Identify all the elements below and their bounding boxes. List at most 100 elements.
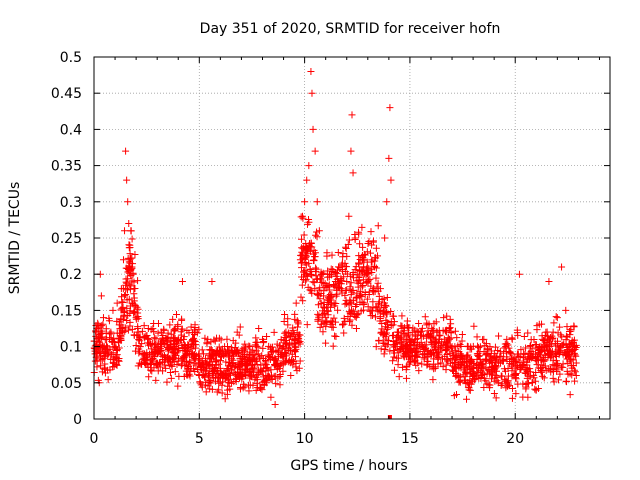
data-point: [402, 374, 410, 382]
data-point: [104, 376, 112, 384]
data-point: [570, 349, 578, 357]
data-point: [280, 317, 288, 325]
data-point: [368, 268, 376, 276]
data-point: [406, 346, 414, 354]
y-tick-label: 0.15: [51, 303, 82, 319]
data-point: [152, 376, 160, 384]
data-point: [152, 344, 160, 352]
data-point: [549, 374, 557, 382]
data-point: [332, 332, 340, 340]
data-point: [312, 272, 320, 280]
data-point: [499, 357, 507, 365]
data-point: [442, 366, 450, 374]
data-point: [404, 331, 412, 339]
data-point: [191, 328, 199, 336]
data-point: [138, 327, 146, 335]
data-point: [300, 231, 308, 239]
data-point: [531, 385, 539, 393]
data-point: [556, 370, 564, 378]
data-point: [571, 377, 579, 385]
data-point: [105, 350, 113, 358]
data-point: [527, 341, 535, 349]
data-point: [473, 350, 481, 358]
data-point: [154, 329, 162, 337]
data-point: [351, 312, 359, 320]
data-point: [478, 372, 486, 380]
data-point: [360, 256, 368, 264]
data-point: [95, 341, 103, 349]
data-point: [271, 355, 279, 363]
data-point: [413, 327, 421, 335]
data-point: [171, 368, 179, 376]
data-point: [101, 352, 109, 360]
data-point: [150, 334, 158, 342]
data-point: [196, 378, 204, 386]
data-point: [211, 337, 219, 345]
data-point: [130, 331, 138, 339]
x-axis-label: GPS time / hours: [290, 458, 407, 474]
y-axis-label: SRMTID / TECUs: [7, 182, 23, 295]
data-point: [403, 317, 411, 325]
data-point: [378, 319, 386, 327]
data-point: [393, 328, 401, 336]
data-point: [532, 377, 540, 385]
data-point: [374, 222, 382, 230]
data-point: [358, 283, 366, 291]
data-point: [334, 263, 342, 271]
data-point: [245, 351, 253, 359]
data-point: [505, 382, 513, 390]
data-point: [221, 343, 229, 351]
data-point: [504, 377, 512, 385]
data-point: [287, 372, 295, 380]
data-point: [400, 324, 408, 332]
data-point: [132, 341, 140, 349]
data-point: [308, 89, 316, 97]
data-point: [275, 364, 283, 372]
data-point: [329, 323, 337, 331]
data-point: [473, 333, 481, 341]
data-point: [523, 367, 531, 375]
data-point: [545, 277, 553, 285]
data-point: [525, 349, 533, 357]
data-point: [115, 321, 123, 329]
data-point: [98, 343, 106, 351]
data-point: [383, 293, 391, 301]
data-point: [372, 244, 380, 252]
data-point: [155, 359, 163, 367]
data-point: [411, 332, 419, 340]
data-point: [197, 381, 205, 389]
data-point: [414, 359, 422, 367]
data-point: [479, 364, 487, 372]
data-point: [113, 329, 121, 337]
data-point: [109, 306, 117, 314]
data-point: [233, 328, 241, 336]
data-point: [467, 357, 475, 365]
data-point: [473, 360, 481, 368]
data-point: [448, 343, 456, 351]
data-point: [170, 350, 178, 358]
data-point: [94, 319, 102, 327]
data-point: [544, 365, 552, 373]
data-point: [526, 342, 534, 350]
data-point: [449, 366, 457, 374]
data-point: [347, 147, 355, 155]
data-point: [486, 352, 494, 360]
data-point: [168, 361, 176, 369]
data-point: [284, 315, 292, 323]
data-point: [224, 370, 232, 378]
data-point: [376, 285, 384, 293]
data-point: [557, 343, 565, 351]
data-point: [125, 269, 133, 277]
data-point: [524, 393, 532, 401]
data-point: [382, 301, 390, 309]
data-point: [281, 359, 289, 367]
data-point: [302, 261, 310, 269]
data-point: [382, 316, 390, 324]
data-point: [553, 314, 561, 322]
data-point: [514, 352, 522, 360]
data-point: [126, 285, 134, 293]
data-point: [285, 341, 293, 349]
data-point: [191, 321, 199, 329]
data-point: [299, 297, 307, 305]
data-point: [421, 313, 429, 321]
